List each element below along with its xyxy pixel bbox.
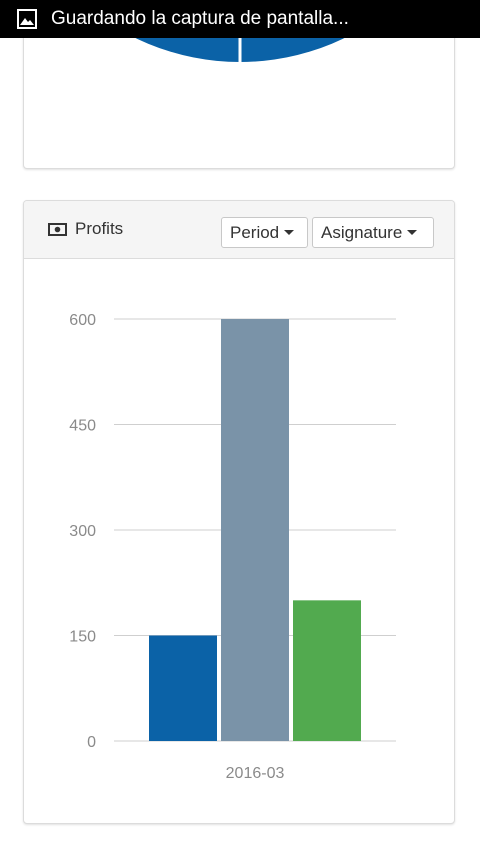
caret-down-icon: [284, 230, 295, 235]
y-tick-label: 0: [87, 734, 96, 751]
asignature-dropdown-label: Asignature: [321, 222, 403, 242]
profits-title-label: Profits: [75, 219, 124, 238]
profits-card-header: Profits Period Asignature: [24, 201, 454, 259]
profits-bar-chart: 0 150 300 450 600 2016-03: [69, 312, 396, 782]
bar[interactable]: [221, 319, 289, 741]
profits-title: Profits: [48, 219, 123, 239]
y-tick-label: 600: [69, 312, 96, 329]
status-bar: Guardando la captura de pantalla...: [0, 0, 480, 38]
notification-text: Guardando la captura de pantalla...: [51, 8, 349, 29]
bar[interactable]: [293, 600, 361, 741]
y-tick-label: 450: [69, 418, 96, 435]
asignature-dropdown[interactable]: Asignature: [312, 217, 434, 248]
profits-card: Profits Period Asignature 0 150 300 450 600 …: [23, 200, 455, 824]
period-dropdown[interactable]: Period: [221, 217, 308, 248]
x-tick-label: 2016-03: [226, 765, 285, 782]
bar[interactable]: [149, 635, 217, 742]
money-icon: [48, 222, 67, 236]
period-dropdown-label: Period: [230, 222, 280, 242]
caret-down-icon: [407, 230, 418, 235]
y-tick-label: 150: [69, 629, 96, 646]
image-icon: [17, 9, 37, 29]
y-tick-label: 300: [69, 523, 96, 540]
